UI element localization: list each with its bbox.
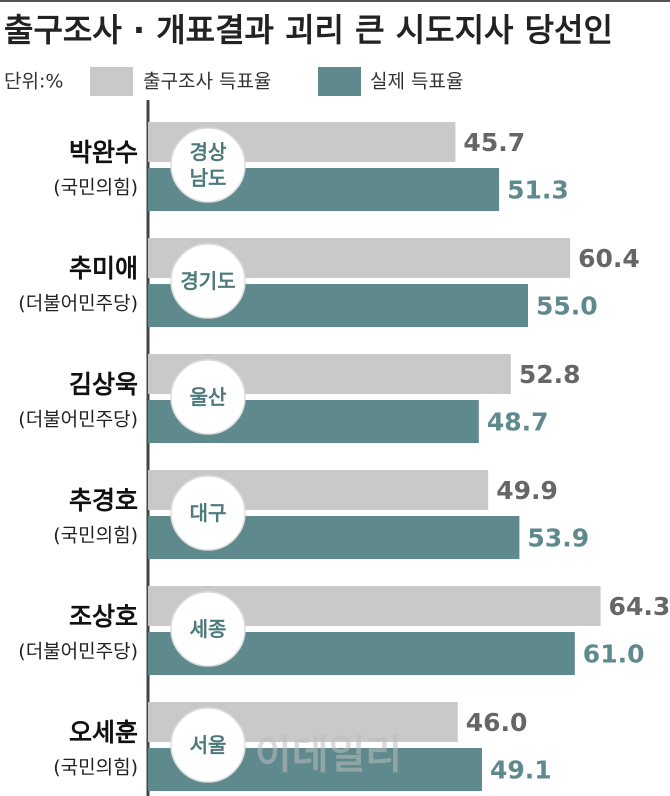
legend-label: 출구조사 득표율 bbox=[143, 71, 271, 93]
party-name: (더불어민주당) bbox=[18, 293, 138, 315]
value-label: 46.0 bbox=[466, 708, 528, 737]
candidate-name: 오세훈 bbox=[69, 718, 138, 747]
candidate-name: 박완수 bbox=[69, 138, 138, 167]
region-label: 경기도 bbox=[180, 269, 236, 293]
value-label: 53.9 bbox=[527, 524, 589, 553]
value-label: 55.0 bbox=[536, 292, 598, 321]
party-name: (국민의힘) bbox=[53, 757, 138, 779]
candidate-name: 추경호 bbox=[69, 486, 138, 515]
region-badge bbox=[170, 359, 246, 435]
value-label: 51.3 bbox=[507, 176, 569, 205]
value-label: 48.7 bbox=[487, 408, 549, 437]
region-badge bbox=[170, 707, 246, 783]
value-label: 61.0 bbox=[583, 640, 645, 669]
value-label: 60.4 bbox=[578, 244, 640, 273]
region-label: 울산 bbox=[189, 385, 227, 409]
region-label: 세종 bbox=[189, 617, 227, 641]
party-name: (더불어민주당) bbox=[18, 409, 138, 431]
region-badge bbox=[170, 127, 246, 203]
legend-swatch bbox=[90, 67, 133, 96]
candidate-name: 조상호 bbox=[69, 602, 138, 631]
region-label: 서울 bbox=[189, 733, 227, 757]
value-label: 45.7 bbox=[463, 128, 525, 157]
legend-swatch bbox=[318, 67, 361, 96]
unit-label: 단위:% bbox=[4, 71, 63, 93]
party-name: (국민의힘) bbox=[53, 525, 138, 547]
region-badge bbox=[170, 243, 246, 319]
candidate-name: 추미애 bbox=[69, 254, 138, 283]
value-label: 49.9 bbox=[496, 476, 558, 505]
region-badge bbox=[170, 591, 246, 667]
watermark: 이데일리 bbox=[255, 732, 402, 778]
candidate-name: 김상욱 bbox=[69, 370, 138, 399]
value-label: 52.8 bbox=[519, 360, 581, 389]
party-name: (국민의힘) bbox=[53, 177, 138, 199]
legend-label: 실제 득표율 bbox=[370, 71, 463, 93]
region-label: 대구 bbox=[189, 501, 227, 525]
region-label: 경상 남도 bbox=[189, 140, 227, 190]
party-name: (더불어민주당) bbox=[18, 641, 138, 663]
chart-title: 출구조사 · 개표결과 괴리 큰 시도지사 당선인 bbox=[4, 11, 613, 49]
value-label: 49.1 bbox=[490, 756, 552, 785]
region-badge bbox=[170, 475, 246, 551]
value-label: 64.3 bbox=[609, 592, 670, 621]
